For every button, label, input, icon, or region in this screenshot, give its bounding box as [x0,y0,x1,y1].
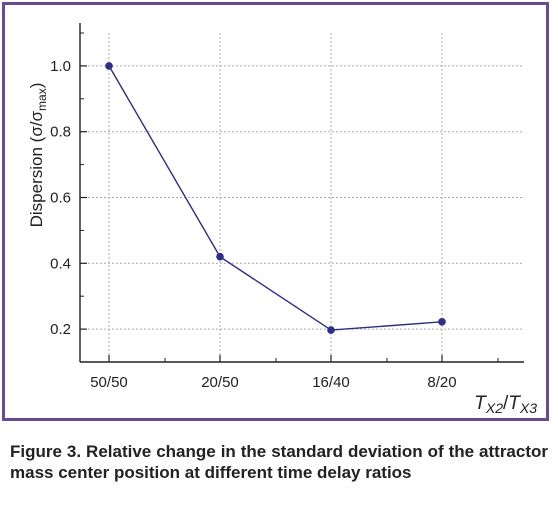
y-tick-label: 0.4 [50,255,71,272]
y-axis-title: Dispersion (σ/σmax) [27,83,49,228]
x-tick-label: 20/50 [201,374,239,391]
data-point [216,252,224,261]
data-point [327,326,335,334]
y-axis-title-close: ) [27,83,46,89]
grid-lines [80,33,524,362]
x-axis-ticks: 50/50 20/50 16/40 8/20 [90,355,499,391]
y-tick-label: 0.8 [50,124,71,141]
x-tick-label: 16/40 [312,374,350,391]
x-axis-title-slash: / [503,393,509,414]
x-axis-title-s2: X3 [519,400,537,416]
x-tick-label: 50/50 [90,374,128,391]
line-chart: 0.2 0.4 0.6 0.8 1.0 50/50 20/50 16/40 8/20 Disp… [27,23,537,416]
x-axis-title-t1: T [474,393,487,414]
x-axis-title-s1: X2 [485,400,503,416]
x-axis-title-t2: T [508,393,521,414]
data-series [105,62,446,334]
data-point [105,62,113,70]
y-tick-label: 1.0 [50,58,71,75]
y-tick-label: 0.6 [50,190,71,207]
x-axis-title: TX2/TX3 [474,393,537,416]
y-axis-ticks: 0.2 0.4 0.6 0.8 1.0 [50,32,87,338]
axes [79,23,524,363]
y-tick-label: 0.2 [50,321,71,338]
series-line [108,65,443,331]
y-axis-title-main: Dispersion (σ/σ [27,110,46,227]
x-tick-label: 8/20 [427,374,456,391]
figure-frame: 0.2 0.4 0.6 0.8 1.0 50/50 20/50 16/40 8/20 Disp… [2,2,549,421]
figure-caption: Figure 3. Relative change in the standar… [10,442,548,482]
data-point [438,318,446,326]
y-axis-title-sub: max [35,88,49,111]
